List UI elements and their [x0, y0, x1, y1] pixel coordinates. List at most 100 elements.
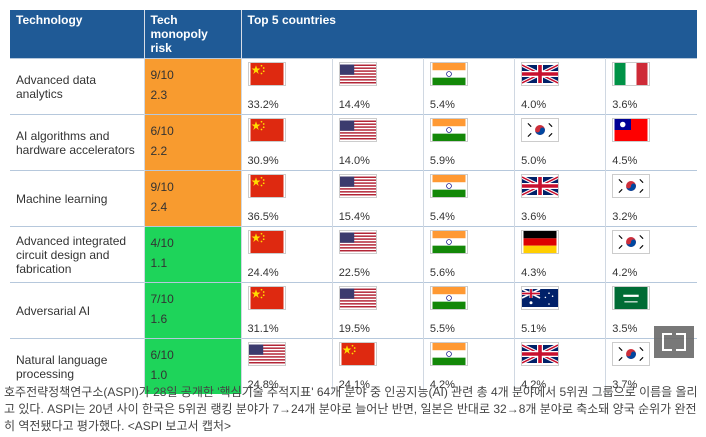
country-share: 4.0%	[521, 99, 547, 111]
table-row: Advanced integrated circuit design and f…	[10, 226, 697, 283]
country-share: 4.2%	[521, 379, 547, 391]
uk-flag-icon	[521, 174, 599, 198]
top-countries-table: Technology Tech monopoly risk Top 5 count…	[10, 10, 697, 394]
country-cell: 19.5%	[332, 282, 424, 339]
country-cell: 24.8%	[241, 338, 333, 394]
india-flag-icon	[429, 230, 508, 254]
country-cell: 4.2%	[514, 338, 607, 394]
australia-flag-icon	[521, 286, 599, 310]
risk-score: 9/10	[150, 180, 174, 194]
germany-flag-icon	[521, 230, 599, 254]
country-share: 4.2%	[429, 379, 455, 391]
usa-flag-icon	[338, 286, 417, 310]
country-share: 36.5%	[247, 211, 279, 223]
risk-ratio: 1.0	[150, 368, 168, 382]
country-share: 14.4%	[338, 99, 370, 111]
country-share: 22.5%	[338, 267, 370, 279]
india-flag-icon	[429, 342, 508, 366]
monopoly-risk-cell: 9/10 2.4	[144, 170, 242, 227]
table-row: Advanced data analytics 9/10 2.3 33.2% 14.4%…	[10, 58, 697, 115]
table-row: AI algorithms and hardware accelerators 6…	[10, 114, 697, 171]
india-flag-icon	[429, 174, 508, 198]
country-share: 5.4%	[429, 211, 455, 223]
italy-flag-icon	[612, 62, 691, 86]
country-share: 24.4%	[247, 267, 279, 279]
risk-score: 9/10	[150, 68, 174, 82]
risk-ratio: 1.1	[150, 256, 168, 270]
taiwan-flag-icon	[612, 118, 691, 142]
technology-name: AI algorithms and hardware accelerators	[10, 114, 145, 171]
risk-score: 7/10	[150, 292, 174, 306]
fullscreen-icon-corner	[676, 341, 686, 351]
country-cell: 15.4%	[332, 170, 424, 227]
risk-score: 6/10	[150, 348, 174, 362]
header-risk-line2: risk	[150, 41, 172, 55]
country-cell: 33.2%	[241, 58, 333, 115]
country-share: 3.6%	[612, 99, 638, 111]
china-flag-icon	[338, 342, 417, 366]
country-cell: 14.4%	[332, 58, 424, 115]
country-cell: 5.4%	[423, 170, 516, 227]
country-share: 3.5%	[612, 323, 638, 335]
country-cell: 5.5%	[423, 282, 516, 339]
india-flag-icon	[429, 118, 508, 142]
usa-flag-icon	[338, 62, 417, 86]
india-flag-icon	[429, 62, 508, 86]
country-share: 15.4%	[338, 211, 370, 223]
country-share: 5.4%	[429, 99, 455, 111]
country-cell: 36.5%	[241, 170, 333, 227]
country-cell: 3.2%	[605, 170, 697, 227]
monopoly-risk-cell: 6/10 1.0	[144, 338, 242, 394]
country-share: 3.7%	[612, 379, 638, 391]
table-header-row: Technology Tech monopoly risk Top 5 count…	[10, 10, 697, 59]
country-share: 5.6%	[429, 267, 455, 279]
technology-name: Advanced integrated circuit design and f…	[10, 226, 145, 283]
country-cell: 30.9%	[241, 114, 333, 171]
country-share: 4.3%	[521, 267, 547, 279]
country-share: 33.2%	[247, 99, 279, 111]
usa-flag-icon	[338, 174, 417, 198]
country-cell: 5.4%	[423, 58, 516, 115]
country-cell: 31.1%	[241, 282, 333, 339]
fullscreen-icon-corner	[676, 333, 686, 343]
technology-name: Natural language processing	[10, 338, 145, 394]
south-korea-flag-icon	[612, 230, 691, 254]
monopoly-risk-cell: 4/10 1.1	[144, 226, 242, 283]
country-share: 24.1%	[338, 379, 370, 391]
south-korea-flag-icon	[612, 174, 691, 198]
technology-name: Advanced data analytics	[10, 58, 145, 115]
uk-flag-icon	[521, 342, 599, 366]
country-cell: 5.6%	[423, 226, 516, 283]
country-cell: 3.6%	[605, 58, 697, 115]
country-share: 5.9%	[429, 155, 455, 167]
country-cell: 4.5%	[605, 114, 697, 171]
china-flag-icon	[247, 174, 326, 198]
south-korea-flag-icon	[521, 118, 599, 142]
fullscreen-icon-corner	[662, 341, 672, 351]
country-cell: 4.2%	[605, 226, 697, 283]
south-korea-flag-icon	[612, 342, 691, 366]
table-row: Adversarial AI 7/10 1.6 31.1% 19.5% 5.5% 5.1% 3…	[10, 282, 697, 339]
risk-ratio: 1.6	[150, 312, 168, 326]
technology-name: Adversarial AI	[10, 282, 145, 339]
country-cell: 14.0%	[332, 114, 424, 171]
usa-flag-icon	[338, 118, 417, 142]
fullscreen-button[interactable]	[654, 326, 694, 358]
country-share: 24.8%	[247, 379, 279, 391]
country-cell: 4.2%	[423, 338, 516, 394]
country-cell: 3.6%	[514, 170, 607, 227]
india-flag-icon	[429, 286, 508, 310]
usa-flag-icon	[338, 230, 417, 254]
risk-ratio: 2.2	[150, 144, 168, 158]
fullscreen-icon	[662, 333, 672, 343]
technology-name: Machine learning	[10, 170, 145, 227]
header-risk: Tech monopoly risk	[144, 10, 242, 59]
risk-score: 4/10	[150, 236, 174, 250]
risk-score: 6/10	[150, 124, 174, 138]
country-share: 5.1%	[521, 323, 547, 335]
country-share: 14.0%	[338, 155, 370, 167]
country-cell: 24.4%	[241, 226, 333, 283]
country-cell: 4.3%	[514, 226, 607, 283]
monopoly-risk-cell: 7/10 1.6	[144, 282, 242, 339]
country-cell: 24.1%	[332, 338, 424, 394]
